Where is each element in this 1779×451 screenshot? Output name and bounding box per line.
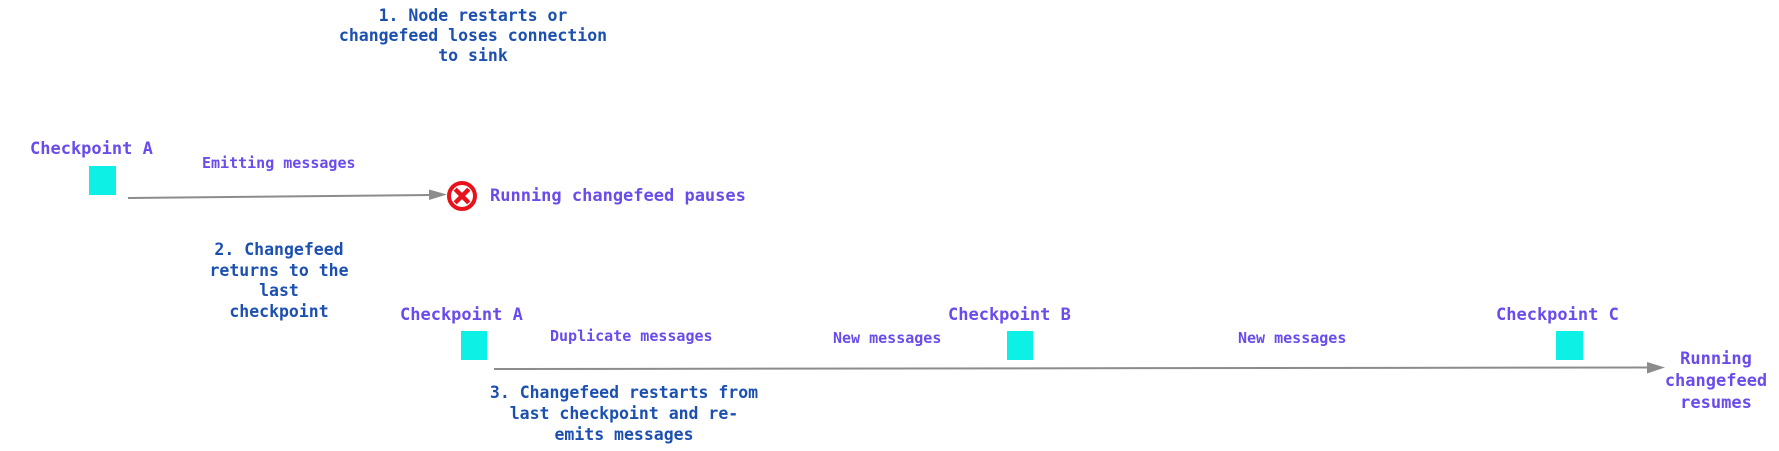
checkpoint-b-marker [1007, 331, 1033, 360]
step3-annotation: 3. Changefeed restarts from last checkpo… [489, 383, 759, 444]
new-messages-label-1: New messages [833, 329, 942, 347]
resumed-timeline-arrow [493, 362, 1665, 374]
checkpoint-a-label-bottom: Checkpoint A [400, 305, 523, 325]
checkpoint-c-marker [1556, 331, 1583, 360]
emitting-arrow [127, 189, 447, 200]
checkpoint-a-label-top: Checkpoint A [30, 139, 153, 159]
pause-error-icon [447, 181, 477, 211]
step1-annotation: 1. Node restarts or changefeed loses con… [338, 6, 608, 65]
checkpoint-c-label: Checkpoint C [1496, 305, 1619, 325]
running-changefeed-pauses-label: Running changefeed pauses [490, 186, 746, 206]
checkpoint-a-marker-top [89, 166, 116, 195]
running-changefeed-resumes-label: Running changefeed resumes [1664, 349, 1768, 413]
step2-annotation: 2. Changefeed returns to the last checkp… [209, 240, 349, 321]
emitting-messages-label: Emitting messages [202, 154, 356, 172]
duplicate-messages-label: Duplicate messages [550, 327, 713, 345]
checkpoint-b-label: Checkpoint B [948, 305, 1071, 325]
new-messages-label-2: New messages [1238, 329, 1347, 347]
checkpoint-a-marker-bottom [461, 331, 487, 360]
